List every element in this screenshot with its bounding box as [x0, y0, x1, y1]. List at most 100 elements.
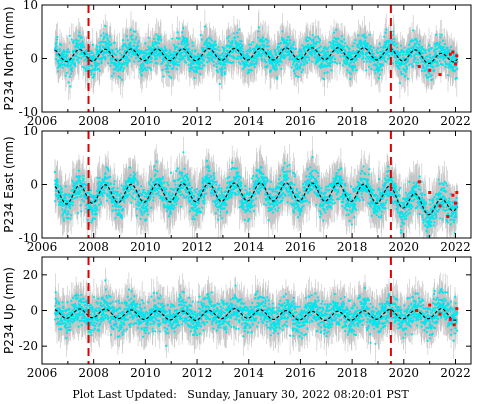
observation-point: [300, 50, 303, 53]
observation-point: [325, 54, 328, 57]
observation-point: [383, 56, 386, 59]
observation-point: [255, 61, 258, 64]
observation-point: [122, 61, 125, 64]
observation-point: [364, 36, 367, 39]
observation-point: [304, 59, 307, 62]
observation-point: [428, 50, 431, 53]
observation-point: [206, 60, 209, 64]
observation-point: [252, 59, 256, 62]
observation-point: [375, 56, 378, 59]
observation-point: [374, 72, 377, 75]
observation-point: [362, 60, 365, 63]
observation-point: [69, 85, 72, 88]
observation-point: [136, 42, 139, 45]
observation-point: [77, 39, 80, 42]
observation-point: [332, 54, 335, 58]
observation-point: [226, 58, 229, 61]
observation-point: [419, 49, 423, 52]
observation-point: [145, 69, 148, 72]
observation-point: [121, 39, 124, 42]
observation-point: [126, 61, 129, 64]
observation-point: [244, 61, 247, 64]
observation-point: [371, 50, 374, 53]
observation-point: [134, 30, 137, 33]
observation-point: [184, 37, 187, 40]
observation-point: [128, 59, 131, 62]
observation-point: [100, 61, 103, 64]
observation-point: [275, 67, 278, 70]
observation-point: [110, 75, 114, 78]
observation-point: [290, 66, 293, 69]
observation-point: [314, 36, 317, 39]
observation-point: [404, 61, 407, 64]
observation-point: [401, 53, 404, 56]
observation-point: [99, 48, 102, 51]
observation-point: [267, 48, 270, 52]
observation-point: [147, 36, 150, 39]
observation-point: [377, 69, 380, 72]
observation-point: [391, 62, 394, 65]
observation-point: [191, 41, 194, 44]
observation-point: [211, 59, 214, 62]
observation-point: [61, 63, 64, 66]
observation-point: [65, 71, 68, 74]
observation-point: [126, 49, 129, 52]
observation-point: [360, 43, 363, 46]
observation-point: [186, 37, 189, 40]
observation-point: [262, 36, 265, 39]
observation-point: [237, 61, 240, 64]
observation-point: [322, 65, 325, 68]
observation-point: [293, 72, 296, 75]
observation-point: [298, 65, 301, 68]
observation-point: [387, 41, 390, 44]
observation-point: [182, 57, 185, 60]
observation-point: [223, 49, 226, 52]
observation-point: [265, 38, 268, 42]
observation-point: [81, 40, 84, 43]
observation-point: [84, 67, 87, 70]
observation-point: [241, 44, 244, 47]
observation-point: [402, 56, 405, 59]
observation-point: [199, 53, 202, 56]
observation-point: [348, 71, 351, 74]
observation-point: [393, 44, 396, 47]
observation-point: [130, 37, 133, 40]
observation-point: [138, 68, 141, 71]
observation-point: [424, 58, 427, 61]
observation-point: [297, 75, 300, 78]
observation-point: [88, 53, 91, 56]
observation-point: [155, 33, 158, 36]
observation-point: [188, 70, 191, 73]
observation-point: [239, 42, 242, 46]
observation-point: [394, 60, 397, 63]
observation-point: [114, 53, 118, 57]
observation-point: [100, 34, 103, 37]
observation-point: [210, 52, 214, 56]
observation-point: [161, 68, 164, 71]
observation-point: [195, 67, 198, 70]
observation-point: [55, 41, 58, 44]
north-panel: 2006 2008 2010 2012 2014 2016 2018 2020 2022-100…: [2, 0, 472, 128]
observation-point: [281, 50, 285, 54]
observation-point: [97, 62, 101, 65]
observation-point: [366, 45, 369, 48]
observation-point: [277, 46, 281, 49]
observation-point: [152, 43, 155, 46]
observation-point: [155, 50, 158, 53]
observation-point: [305, 36, 308, 39]
observation-point: [71, 70, 74, 73]
observation-point: [257, 26, 260, 29]
observation-point: [280, 61, 283, 64]
observation-point: [132, 38, 135, 42]
observation-point: [310, 54, 313, 57]
observation-point: [280, 67, 283, 70]
observation-point: [189, 63, 193, 66]
observation-point: [273, 50, 277, 53]
observation-point: [80, 36, 84, 39]
observation-point: [223, 47, 226, 50]
observation-point: [276, 48, 279, 51]
observation-point: [191, 66, 194, 69]
observation-point: [94, 63, 97, 66]
observation-point: [249, 64, 252, 67]
observation-point: [420, 45, 424, 48]
